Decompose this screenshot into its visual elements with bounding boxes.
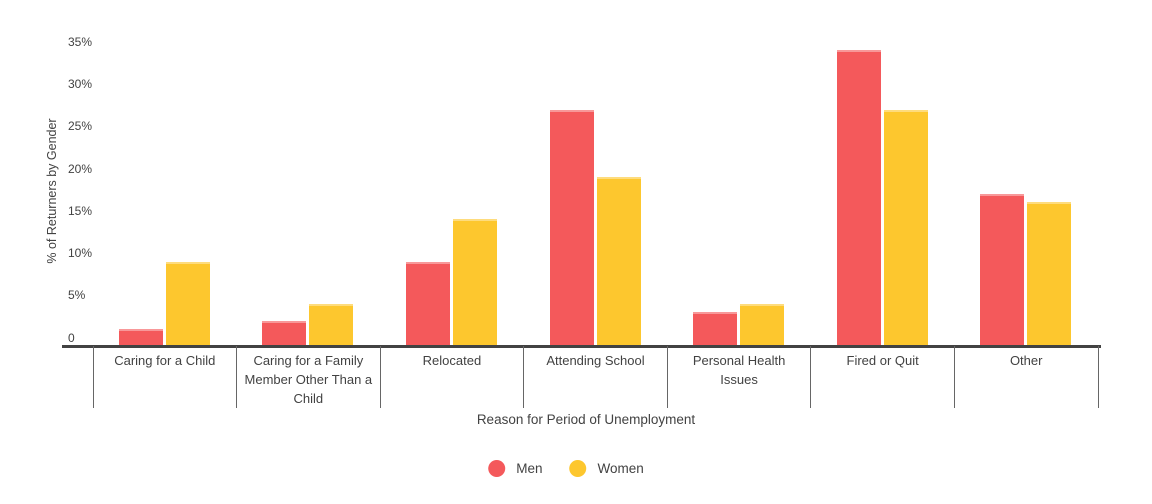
category-label-other: Other (954, 351, 1098, 370)
category-separator (810, 346, 812, 408)
y-tick-label-25: 25% (68, 119, 93, 134)
category-separator (953, 346, 955, 408)
bar-women-caring-for-a-family-member-other-than-a-child (309, 303, 354, 346)
category-separator (92, 346, 94, 408)
bar-men-attending-school (549, 109, 594, 346)
category-label-caring-for-a-child: Caring for a Child (93, 351, 237, 370)
legend-label: Women (597, 461, 644, 476)
category-separator (523, 346, 525, 408)
bar-women-fired-or-quit (883, 109, 928, 346)
bar-men-relocated (405, 261, 450, 346)
y-axis-title: % of Returners by Gender (45, 118, 59, 264)
y-tick-label-15: 15% (68, 203, 93, 218)
bar-men-caring-for-a-child (118, 329, 163, 346)
bar-women-other (1027, 202, 1072, 346)
category-label-text: Personal Health Issues (692, 353, 786, 387)
bar-men-fired-or-quit (836, 50, 881, 346)
category-label-personal-health-issues: Personal Health Issues (667, 351, 811, 389)
legend-item-men[interactable]: Men (488, 460, 542, 477)
category-label-attending-school: Attending School (524, 351, 668, 370)
bar-women-relocated (452, 219, 497, 346)
y-tick-label-30: 30% (68, 77, 93, 92)
y-tick-label-0: 0 (68, 330, 75, 345)
category-separator (379, 346, 381, 408)
x-axis-title: Reason for Period of Unemployment (476, 412, 696, 427)
category-separator (1097, 346, 1099, 408)
category-label-text: Other (1009, 353, 1043, 368)
category-label-text: Fired or Quit (846, 353, 919, 368)
category-label-text: Attending School (546, 353, 645, 368)
category-label-fired-or-quit: Fired or Quit (811, 351, 955, 370)
y-tick-label-35: 35% (68, 34, 93, 49)
bar-women-attending-school (596, 177, 641, 346)
category-label-text: Caring for a Child (114, 353, 216, 368)
bar-men-caring-for-a-family-member-other-than-a-child (262, 320, 307, 346)
bar-men-other (980, 194, 1025, 346)
bar-men-personal-health-issues (693, 312, 738, 346)
y-tick-label-5: 5% (68, 288, 86, 303)
bar-women-personal-health-issues (740, 303, 785, 346)
category-separator (666, 346, 668, 408)
legend-marker-women-icon (569, 460, 587, 477)
x-axis-line (62, 345, 1101, 348)
category-label-text: Caring for a Family Member Other Than a … (244, 353, 373, 406)
legend-marker-men-icon (488, 460, 506, 477)
legend-label: Men (516, 461, 543, 476)
y-tick-label-10: 10% (68, 246, 93, 261)
bar-women-caring-for-a-child (165, 261, 210, 346)
category-label-relocated: Relocated (380, 351, 524, 370)
y-tick-label-20: 20% (68, 161, 93, 176)
legend-item-women[interactable]: Women (569, 460, 644, 477)
category-separator (236, 346, 238, 408)
category-label-caring-for-a-family-member-other-than-a-child: Caring for a Family Member Other Than a … (237, 351, 381, 408)
legend: Men Women (488, 460, 644, 477)
category-label-text: Relocated (422, 353, 482, 368)
